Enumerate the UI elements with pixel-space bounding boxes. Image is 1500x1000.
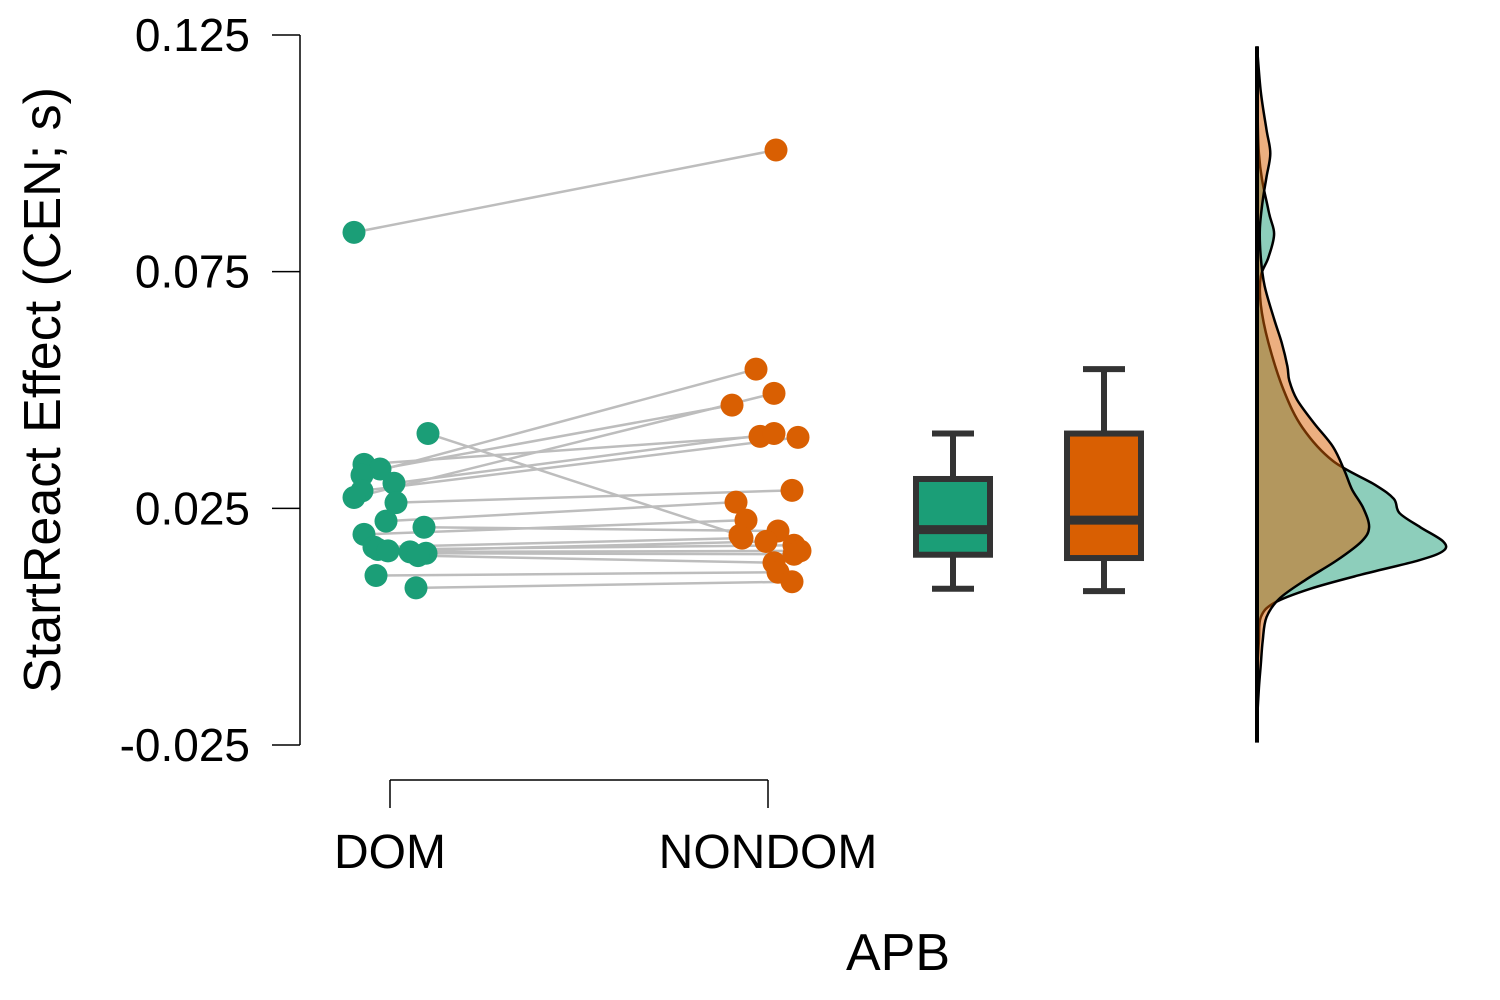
nondom-point <box>780 478 804 502</box>
boxplots <box>913 366 1144 595</box>
dom-point <box>368 457 392 481</box>
y-axis: 0.125 0.075 0.025 -0.025 <box>120 9 301 771</box>
dom-point <box>416 422 440 446</box>
nondom-point <box>764 138 788 162</box>
dom-point <box>384 491 408 515</box>
pair-connector-line <box>375 570 779 577</box>
box <box>1064 430 1144 562</box>
dom-point <box>412 515 436 539</box>
pair-connector-line <box>393 432 775 485</box>
nondom-point <box>786 425 810 449</box>
pair-connector-line <box>387 540 767 553</box>
density-clouds <box>1255 46 1448 743</box>
y-tick-label: 0.075 <box>135 246 250 298</box>
data-points <box>342 138 812 600</box>
y-tick-label: 0.025 <box>135 482 250 534</box>
boxplot-nondom <box>1064 366 1144 595</box>
pair-connectors <box>353 148 801 590</box>
pair-connector-line <box>423 526 779 533</box>
x-axis-title: APB <box>846 924 950 982</box>
dom-point <box>364 564 388 588</box>
pair-connector-line <box>417 554 775 565</box>
x-category-label: DOM <box>334 826 446 879</box>
pair-connector-line <box>409 549 801 554</box>
y-tick-label: 0.125 <box>135 9 250 61</box>
pair-connector-line <box>425 552 795 556</box>
dom-point <box>342 220 366 244</box>
dom-point <box>404 576 428 600</box>
nondom-point <box>762 422 786 446</box>
y-axis-title: StartReact Effect (CEN; s) <box>14 87 72 693</box>
nondom-point <box>730 526 754 550</box>
dom-point <box>406 544 430 568</box>
pair-connector-line <box>385 500 737 523</box>
pair-connector-line <box>373 536 743 549</box>
dom-point <box>376 539 400 563</box>
pair-connector-line <box>353 392 775 499</box>
nondom-point <box>754 529 778 553</box>
boxplot-dom <box>913 430 993 592</box>
nondom-point <box>782 542 806 566</box>
y-tick-label: -0.025 <box>120 719 250 771</box>
dom-point <box>342 485 366 509</box>
x-category-label: NONDOM <box>659 826 878 879</box>
pair-connector-line <box>353 148 777 234</box>
pair-connector-line <box>395 489 793 504</box>
pair-connector-line <box>361 436 799 493</box>
nondom-point <box>720 393 744 417</box>
x-axis: DOM NONDOM <box>334 779 878 879</box>
pair-connector-line <box>361 367 757 477</box>
nondom-point <box>780 570 804 594</box>
dom-point <box>382 471 406 495</box>
pair-connector-line <box>415 580 793 590</box>
pair-connector-line <box>379 403 733 471</box>
nondom-point <box>744 357 768 381</box>
box <box>913 475 993 558</box>
nondom-point <box>762 381 786 405</box>
nondom-point <box>734 508 758 532</box>
dom-point <box>374 509 398 533</box>
nondom-density <box>1255 46 1371 722</box>
nondom-point <box>724 490 748 514</box>
